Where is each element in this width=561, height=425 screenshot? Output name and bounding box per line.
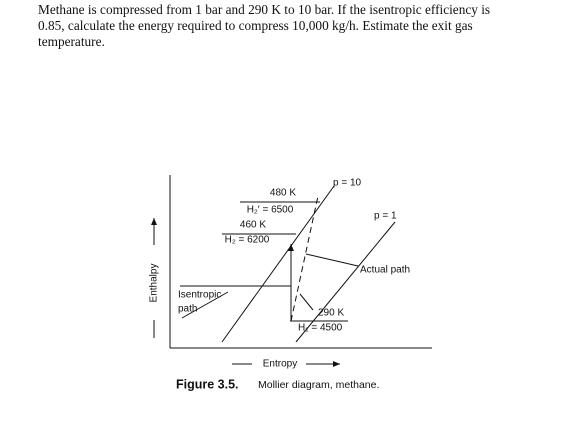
label: H₂ = 6200 [225,235,270,246]
label: H₂′ = 6500 [247,205,294,216]
x-axis-label: Entropy [263,359,297,370]
caption-number: Figure 3.5. [176,377,239,391]
pointer [299,293,314,311]
label: path [178,304,197,315]
label: Actual path [360,265,410,276]
isobar-p10 [221,185,335,343]
label: 480 K [270,188,296,199]
actual-path [290,195,319,322]
label: 460 K [240,220,266,231]
isobar-p1 [295,221,396,343]
label: Isentropic [178,290,221,301]
y-axis-label: Enthalpy [149,264,160,303]
label: H₁ = 4500 [298,323,343,334]
text-line: Methane is compressed from 1 bar and 290… [38,2,491,17]
problem-text: Methane is compressed from 1 bar and 290… [38,2,490,50]
caption-text: Mollier diagram, methane. [258,379,379,391]
pointer [181,291,229,319]
text-line: 0.85, calculate the energy required to c… [38,18,473,33]
text-line: temperature. [38,34,105,49]
label: 290 K [318,308,344,319]
label: p = 10 [333,178,362,189]
label: p = 1 [374,211,397,222]
pointer [305,253,359,267]
